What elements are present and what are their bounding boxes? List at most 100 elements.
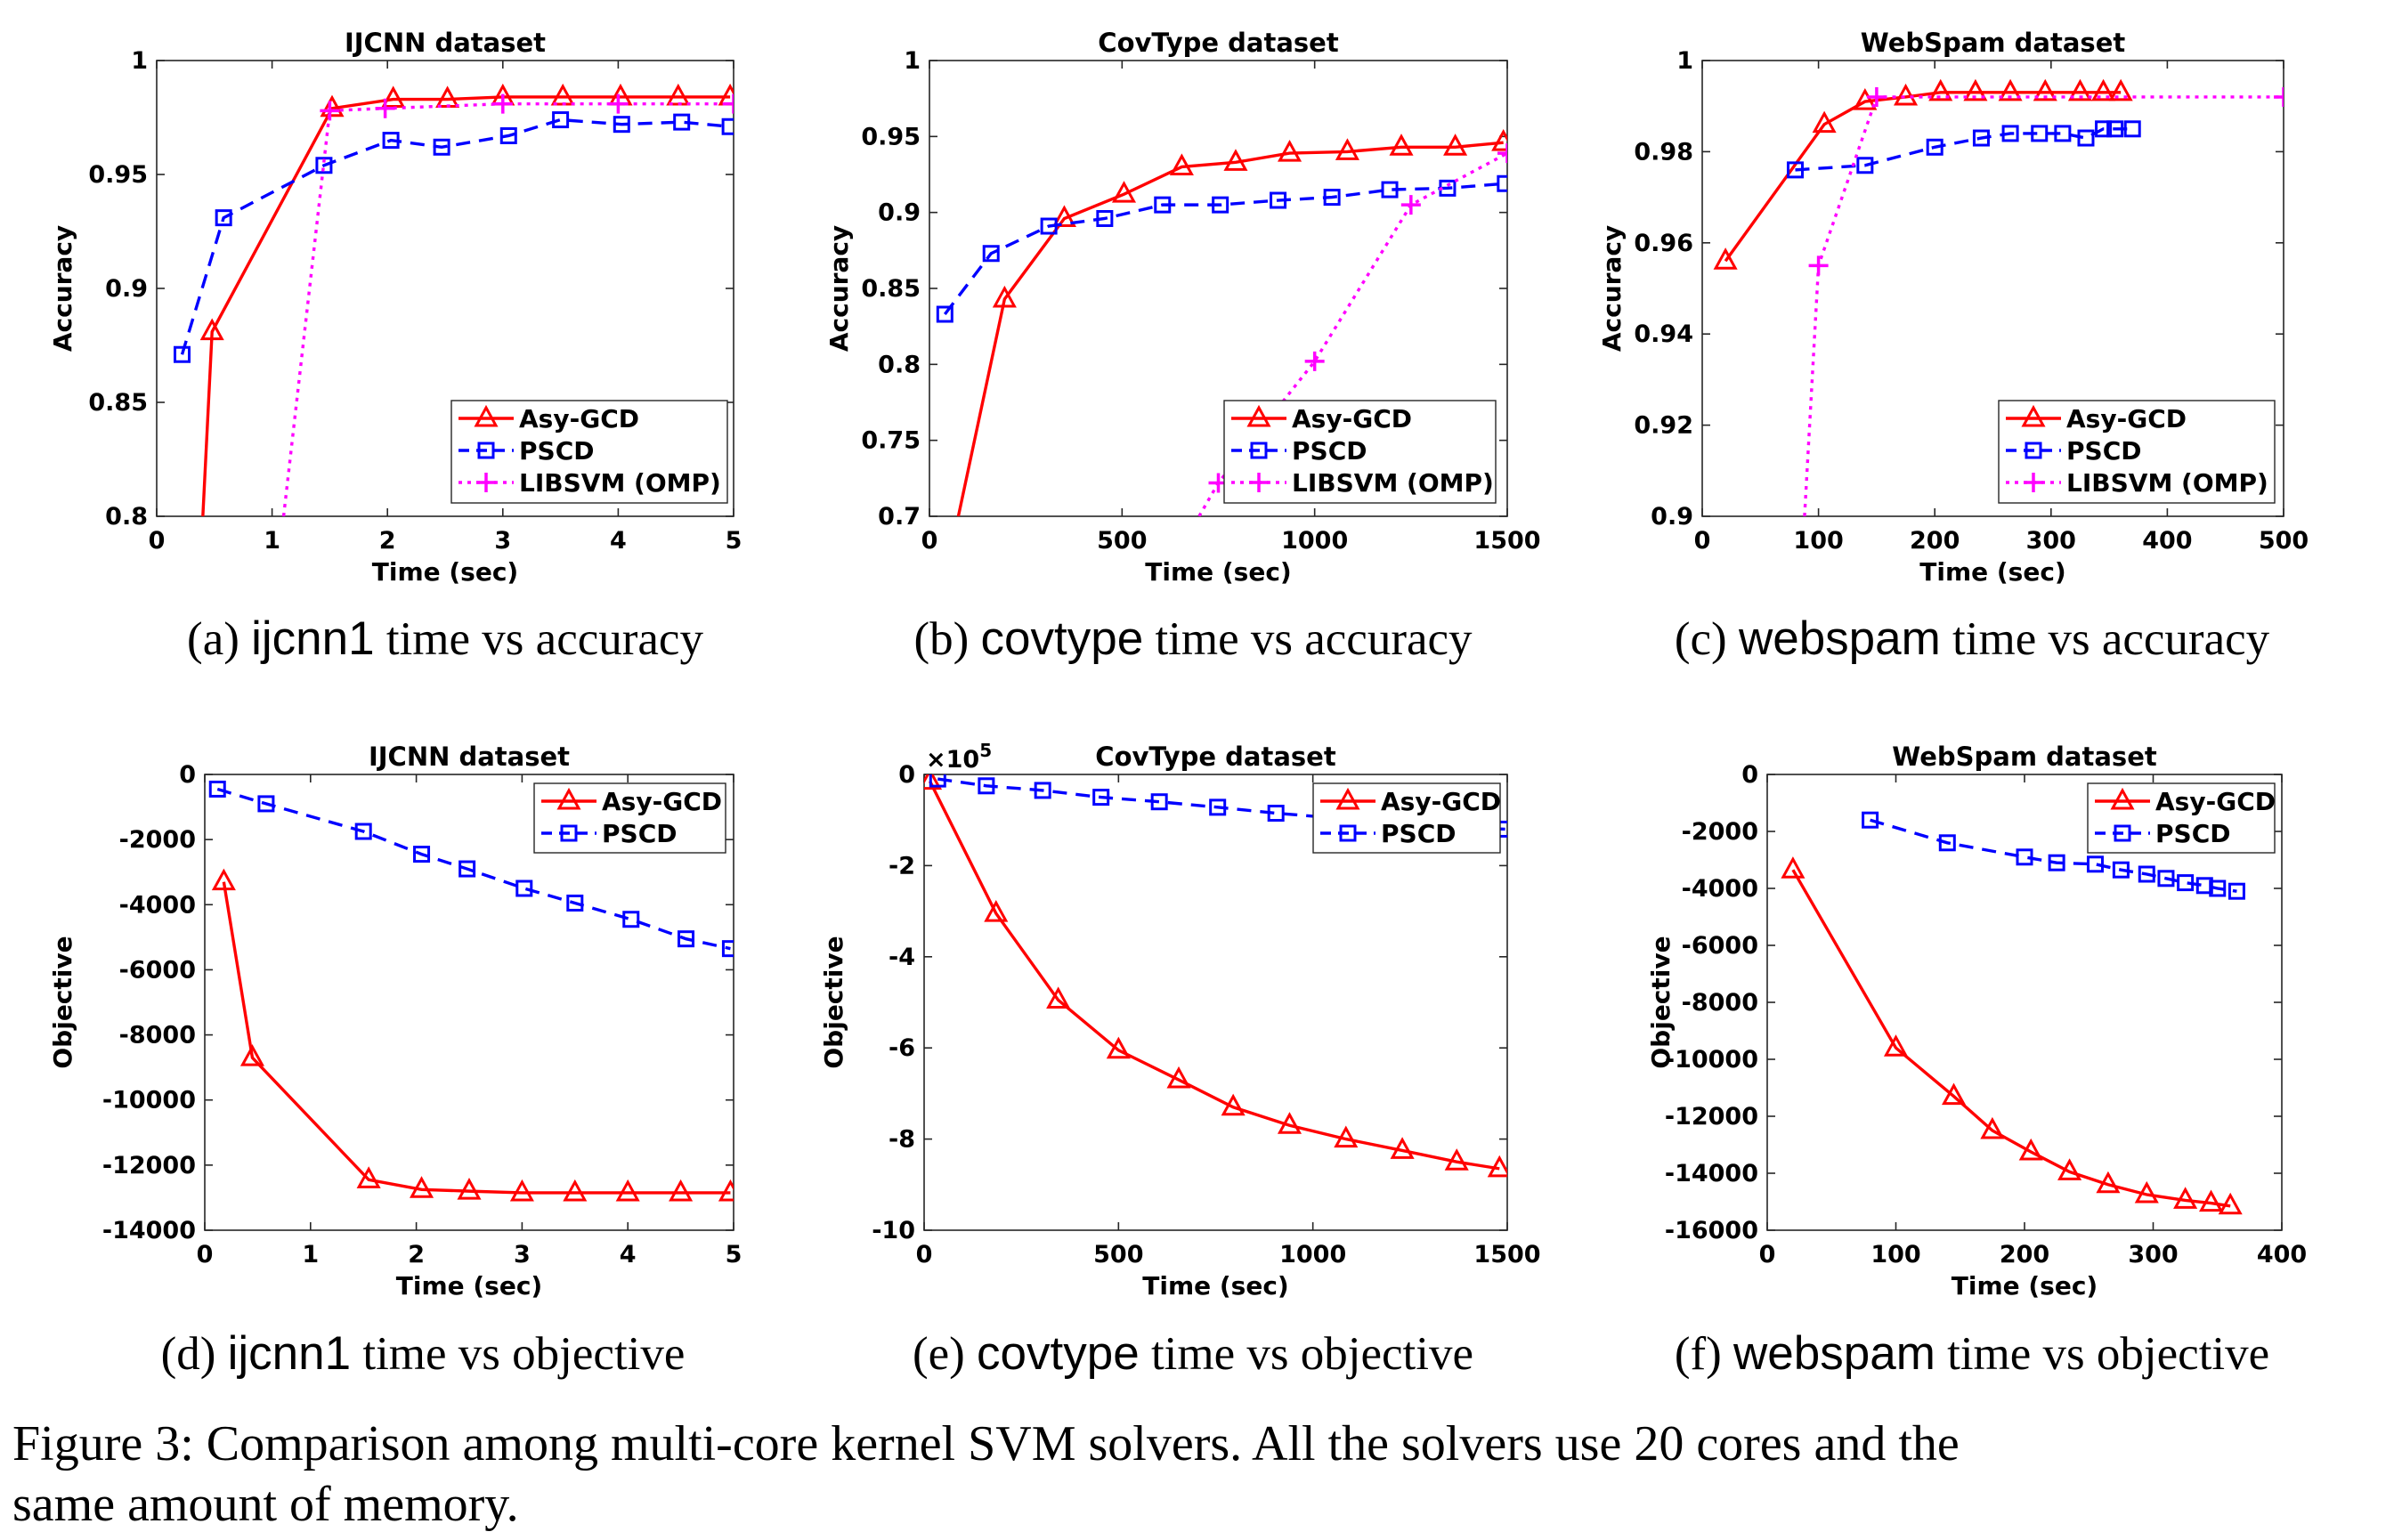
caption-tag: (c) (1675, 613, 1739, 665)
y-axis-label: Accuracy (48, 225, 77, 352)
y-tick-label: 0 (1741, 761, 1758, 789)
data-point (356, 1166, 381, 1188)
series-pscd (1862, 811, 2245, 900)
data-point (1270, 191, 1287, 209)
y-tick-label: -10000 (102, 1087, 196, 1114)
y-multiplier-exponent: 5 (979, 740, 992, 761)
data-point (381, 85, 406, 109)
x-tick-label: 100 (1870, 1241, 1920, 1268)
y-tick-label: -4 (889, 944, 915, 971)
y-tick-label: 0.85 (861, 275, 921, 303)
series-asy-gcd (924, 774, 1507, 1178)
data-point (1111, 181, 1137, 203)
data-point (2106, 120, 2124, 138)
data-point (2077, 129, 2095, 147)
data-point (410, 1176, 434, 1198)
y-tick-label: -8000 (1682, 989, 1758, 1017)
data-point (2112, 861, 2130, 879)
x-tick-label: 4 (610, 527, 627, 555)
x-tick-label: 3 (514, 1241, 531, 1268)
legend: Asy-GCD PSCD (1312, 782, 1501, 854)
x-tick-label: 300 (2128, 1241, 2178, 1268)
y-tick-label: -8000 (119, 1022, 196, 1050)
data-point (375, 98, 395, 118)
data-point (1212, 196, 1229, 214)
data-point (2031, 125, 2049, 142)
data-point (2138, 865, 2155, 883)
x-tick-label: 1000 (1279, 1241, 1346, 1268)
series-line (929, 780, 1500, 1171)
caption-tag: (e) (913, 1328, 977, 1380)
data-point (315, 157, 333, 174)
legend-marker (1249, 473, 1269, 492)
caption-description: time vs objective (1935, 1328, 2269, 1380)
chart-title: WebSpam dataset (1861, 28, 2126, 58)
data-point (2173, 1187, 2198, 1209)
series-line (180, 118, 731, 355)
y-tick-label: 1 (1676, 47, 1693, 75)
chart-title: CovType dataset (1098, 28, 1339, 58)
y-tick-label: 0.98 (1634, 138, 1693, 166)
series-line (281, 101, 734, 516)
series-line (1795, 127, 2133, 172)
data-point (984, 900, 1009, 922)
data-point (1390, 1137, 1415, 1159)
y-tick-label: 0.9 (878, 199, 921, 227)
data-point (721, 118, 734, 135)
y-tick-label: -16000 (1665, 1217, 1758, 1244)
caption-tag: (d) (161, 1328, 228, 1380)
y-tick-label: -4000 (119, 891, 196, 919)
legend-marker (1339, 824, 1357, 842)
chart-e: 0 500 1000 1500 -10 -8 -6 -4 -2 0 CovType dataset T… (819, 740, 1541, 1301)
series-line (1870, 818, 2237, 893)
data-point (724, 93, 734, 114)
x-tick-label: 100 (1793, 527, 1843, 555)
y-tick-label: 1 (131, 47, 148, 75)
series-libsvm-omp- (281, 93, 734, 516)
legend-label: Asy-GCD (2155, 787, 2276, 816)
data-point (552, 111, 570, 129)
chart-b: 0 500 1000 1500 0.7 0.75 0.8 0.85 0.9 0.95 1 CovTyp… (824, 28, 1541, 587)
data-point (215, 209, 232, 227)
data-point (2123, 120, 2141, 138)
data-point (1781, 856, 1806, 879)
x-axis-label: Time (sec) (372, 557, 518, 587)
data-point (2177, 874, 2195, 892)
data-point (413, 846, 431, 863)
caption-dataset-name: covtype (981, 612, 1144, 665)
y-tick-label: -2000 (119, 826, 196, 854)
legend-marker (474, 404, 499, 427)
chart-a: 0 1 2 3 4 5 0.8 0.85 0.9 0.95 1 IJCNN dataset Time (… (48, 28, 742, 587)
caption-description: time vs objective (1140, 1328, 1473, 1380)
data-point (515, 879, 533, 897)
y-tick-label: -10000 (1665, 1046, 1758, 1074)
x-tick-label: 500 (1097, 527, 1147, 555)
legend-label: PSCD (1292, 436, 1367, 466)
series-line (216, 787, 731, 951)
series-line (1791, 869, 2231, 1208)
y-tick-label: -10 (872, 1217, 915, 1244)
data-point (492, 93, 513, 114)
series-line (1724, 91, 2122, 263)
x-tick-label: 200 (1910, 527, 1960, 555)
legend-label: PSCD (2066, 436, 2141, 466)
x-axis-label: Time (sec) (1145, 557, 1291, 587)
chart-d: 0 1 2 3 4 5 -14000 -12000 -10000 -8000 -6000 -4000 -… (48, 742, 742, 1301)
data-point (320, 94, 345, 118)
legend-marker (2110, 787, 2135, 810)
data-point (1894, 83, 1919, 106)
data-point (615, 1179, 640, 1202)
y-tick-label: 0.8 (105, 503, 148, 531)
y-tick-label: 0 (179, 761, 196, 789)
chart-title: IJCNN dataset (345, 28, 546, 58)
caption-description: time vs accuracy (375, 613, 704, 665)
x-tick-label: 3 (494, 527, 511, 555)
legend-marker (477, 442, 495, 459)
data-point (2091, 78, 2116, 101)
y-tick-label: -6000 (1682, 932, 1758, 960)
data-point (622, 911, 640, 928)
series-pscd (936, 174, 1507, 323)
series-pscd (1786, 120, 2141, 179)
